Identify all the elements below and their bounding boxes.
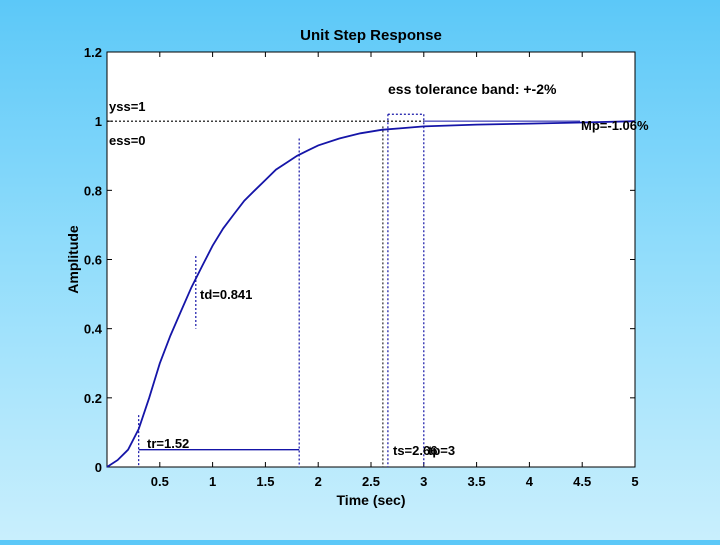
ess-label: ess=0 (109, 133, 146, 148)
x-tick-label: 3 (420, 474, 427, 489)
y-tick-label: 0.2 (84, 391, 102, 406)
response-curve (106, 120, 636, 468)
x-tick-label: 2.5 (362, 474, 380, 489)
y-axis-label: Amplitude (65, 225, 81, 294)
tr-label: tr=1.52 (147, 436, 189, 451)
x-tick-label: 4.5 (573, 474, 591, 489)
x-axis-label: Time (sec) (337, 492, 406, 508)
y-tick-label: 0.8 (84, 183, 102, 198)
td-label: td=0.841 (200, 287, 252, 302)
y-tick-label: 0 (95, 460, 102, 475)
y-tick-label: 1 (95, 114, 102, 129)
chart-title: Unit Step Response (300, 27, 442, 44)
y-tick-label: 0.6 (84, 253, 102, 268)
tolerance-band-label: ess tolerance band: +-2% (388, 81, 557, 97)
x-tick-label: 5 (631, 474, 638, 489)
x-tick-label: 3.5 (468, 474, 486, 489)
x-tick-label: 0.5 (151, 474, 169, 489)
tp-label: tp=3 (428, 443, 455, 458)
x-tick-label: 4 (526, 474, 534, 489)
y-tick-label: 1.2 (84, 45, 102, 60)
ts-label: ts=2.66 (393, 443, 437, 458)
plot-area (106, 51, 636, 468)
x-tick-label: 1.5 (256, 474, 274, 489)
x-tick-label: 1 (209, 474, 216, 489)
yss-label: yss=1 (109, 99, 146, 114)
x-tick-label: 2 (315, 474, 322, 489)
y-tick-label: 0.4 (84, 322, 103, 337)
mp-label: Mp=-1.06% (581, 118, 649, 133)
